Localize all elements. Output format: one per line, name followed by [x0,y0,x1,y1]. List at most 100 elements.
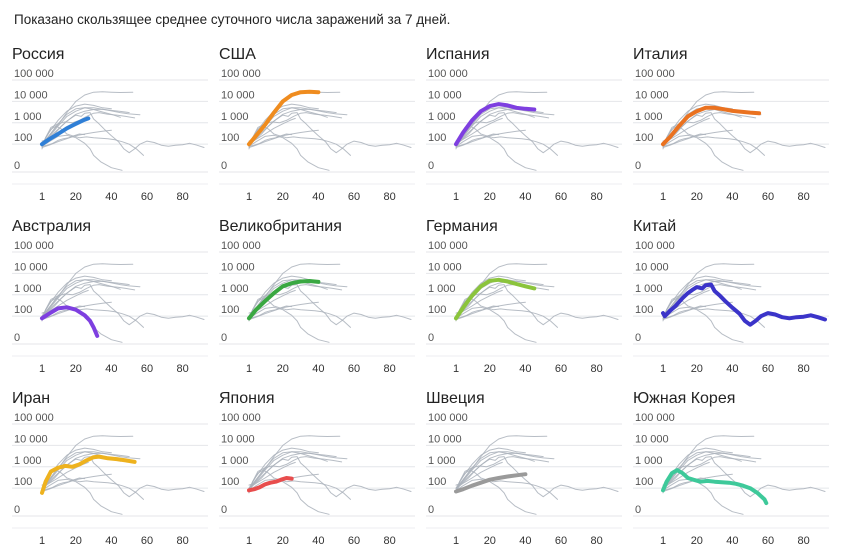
x-tick-label: 1 [39,535,45,547]
background-series-line [248,452,337,491]
x-tick-label: 20 [691,535,703,547]
background-series-line [662,279,742,319]
y-tick-label: 1 000 [221,283,249,295]
x-tick-label: 60 [348,191,360,203]
background-series-line [662,297,765,328]
background-series-line [455,289,503,317]
y-tick-label: 100 000 [14,412,54,424]
background-series-line [455,456,619,498]
y-tick-label: 100 000 [428,412,468,424]
y-tick-label: 100 [635,304,653,316]
x-tick-label: 60 [762,363,774,375]
background-series-line [248,108,337,147]
x-tick-label: 60 [348,363,360,375]
y-tick-label: 100 000 [428,240,468,252]
y-tick-label: 0 [14,160,20,172]
country-panel: Италия 0 100 1 000 10 000 100 000 1 20 40 60 80 [633,40,829,210]
background-series-line [455,112,619,154]
x-tick-label: 1 [660,191,666,203]
panel-plot: 0 100 1 000 10 000 100 000 1 20 40 60 80 [12,68,208,203]
background-series-line [455,469,558,500]
highlight-series-line [661,282,827,327]
highlight-series-line [40,454,137,495]
x-tick-label: 1 [660,363,666,375]
y-tick-label: 10 000 [14,433,48,445]
y-tick-label: 1 000 [428,455,456,467]
x-tick-label: 20 [277,363,289,375]
background-series-line [455,117,503,145]
background-series-line [41,279,121,319]
y-tick-label: 100 [221,132,239,144]
highlight-series-line [454,277,537,321]
x-tick-label: 1 [660,535,666,547]
y-tick-label: 100 [428,132,446,144]
x-tick-label: 80 [798,535,810,547]
y-tick-label: 1 000 [221,455,249,467]
y-tick-label: 0 [221,332,227,344]
country-panel: Австралия 0 100 1 000 10 000 100 000 1 20 40 60 80 [12,212,208,382]
x-tick-label: 20 [277,535,289,547]
background-series-line [455,435,548,489]
panel-title: Иран [12,390,51,407]
x-tick-label: 20 [691,191,703,203]
background-series-line [455,91,548,145]
y-tick-label: 100 [428,476,446,488]
y-tick-label: 1 000 [635,111,663,123]
x-tick-label: 80 [384,191,396,203]
background-series-line [662,112,826,154]
y-tick-label: 1 000 [14,283,42,295]
x-tick-label: 80 [798,363,810,375]
background-series-line [41,305,86,319]
highlight-series-line [40,305,100,338]
highlight-series-line [454,472,528,494]
y-tick-label: 10 000 [635,433,669,445]
background-series-line [41,297,144,328]
x-tick-label: 1 [453,191,459,203]
panel-plot: 0 100 1 000 10 000 100 000 1 20 40 60 80 [219,240,415,375]
background-series-line [455,134,537,171]
x-tick-label: 80 [384,535,396,547]
background-series-line [41,289,89,317]
background-series-line [248,134,330,171]
background-series-line [662,125,765,156]
country-panel: Испания 0 100 1 000 10 000 100 000 1 20 40 60 80 [426,40,622,210]
x-tick-label: 80 [384,363,396,375]
x-tick-label: 1 [246,535,252,547]
country-panel: Япония 0 100 1 000 10 000 100 000 1 20 40 60 80 [219,384,415,554]
y-tick-label: 100 000 [635,68,675,80]
highlight-series-line [661,468,769,506]
y-tick-label: 1 000 [14,455,42,467]
background-series-line [41,125,144,156]
background-series-line [41,452,130,491]
background-series-line [455,284,619,326]
y-tick-label: 0 [635,504,641,516]
y-tick-label: 100 [635,476,653,488]
background-series-line [248,306,330,343]
y-tick-label: 100 000 [14,68,54,80]
x-tick-label: 20 [70,535,82,547]
x-tick-label: 40 [105,191,117,203]
y-tick-label: 100 [428,304,446,316]
background-series-line [662,263,755,317]
x-tick-label: 40 [312,535,324,547]
x-tick-label: 20 [484,191,496,203]
y-tick-label: 0 [635,160,641,172]
background-series-line [662,306,744,343]
highlight-series-line [40,116,91,147]
y-tick-label: 0 [428,504,434,516]
y-tick-label: 10 000 [221,261,255,273]
background-series-line [662,112,757,150]
country-panel: Иран 0 100 1 000 10 000 100 000 1 20 40 60 80 [12,384,208,554]
background-series-line [41,284,136,322]
x-tick-label: 1 [246,191,252,203]
y-tick-label: 1 000 [428,111,456,123]
panel-title: Испания [426,46,490,63]
y-tick-label: 0 [635,332,641,344]
background-series-line [248,297,351,328]
x-tick-label: 1 [39,191,45,203]
y-tick-label: 0 [428,160,434,172]
background-series-line [248,117,296,145]
y-tick-label: 100 000 [428,68,468,80]
y-tick-label: 10 000 [14,261,48,273]
panel-title: Китай [633,218,677,235]
